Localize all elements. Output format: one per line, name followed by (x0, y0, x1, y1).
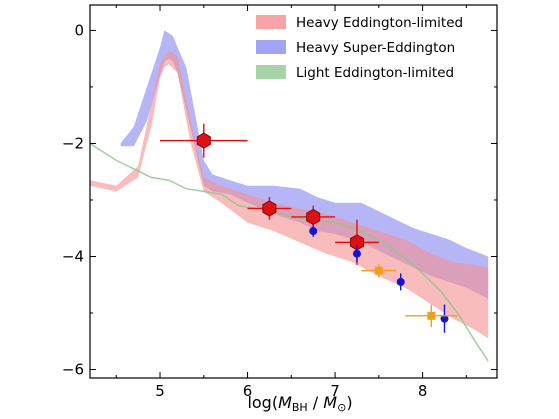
square-marker (374, 266, 383, 275)
x-axis-label-close: ) (346, 393, 352, 412)
observation-red-hexagons-0 (160, 123, 248, 158)
dot-marker (309, 227, 318, 236)
ticks-layer: 5 6 7 8 0 −2 −4 −6 (62, 5, 497, 400)
y-tick-label: −2 (62, 134, 84, 152)
observation-red-hexagons-3 (335, 219, 379, 265)
x-axis-label-m1: M (278, 393, 292, 412)
x-axis-label: log(MBH / M⊙) (247, 393, 352, 414)
y-tick-label: 0 (74, 21, 84, 39)
hexagon-marker (196, 132, 211, 149)
x-axis-label-log: log( (247, 393, 278, 412)
observation-orange-squares-9 (405, 304, 458, 328)
hexagon-marker (262, 200, 277, 217)
x-axis-label-sub2: ⊙ (337, 401, 346, 414)
x-tick-label: 7 (330, 382, 340, 400)
square-marker (427, 311, 436, 320)
observation-blue-dots-7 (440, 304, 449, 333)
x-axis-label-sub1: BH (292, 401, 308, 414)
observations-layer (160, 123, 458, 333)
dot-marker (352, 249, 361, 258)
observation-orange-squares-8 (361, 263, 397, 278)
legend: Heavy Eddington-limited Heavy Super-Eddin… (256, 15, 463, 81)
x-tick-label: 5 (155, 382, 165, 400)
observation-blue-dots-5 (352, 245, 361, 263)
legend-swatch-heavy-eddington-limited (256, 15, 286, 29)
observation-blue-dots-6 (396, 273, 405, 291)
x-axis-label-sep: / (308, 393, 324, 412)
observation-red-hexagons-2 (291, 205, 336, 229)
plot-frame (89, 4, 498, 379)
hexagon-marker (306, 208, 321, 225)
y-tick-label: −4 (62, 247, 84, 265)
x-tick-label: 6 (243, 382, 253, 400)
bands-layer (90, 30, 489, 339)
band-heavy-super-eddington (120, 30, 489, 299)
band-heavy-eddington-limited (90, 50, 489, 339)
dot-marker (396, 277, 405, 286)
legend-swatch-heavy-super-eddington (256, 40, 286, 54)
dot-marker (440, 314, 449, 323)
legend-label-heavy-eddington-limited: Heavy Eddington-limited (296, 15, 463, 31)
x-tick-label: 8 (418, 382, 428, 400)
x-axis-label-m2: M (323, 393, 337, 412)
legend-swatch-light-eddington-limited (256, 65, 286, 79)
legend-label-heavy-super-eddington: Heavy Super-Eddington (296, 40, 455, 56)
y-tick-label: −6 (62, 361, 84, 379)
observation-blue-dots-4 (309, 225, 318, 237)
observation-red-hexagons-1 (247, 197, 292, 220)
legend-label-light-eddington-limited: Light Eddington-limited (296, 65, 454, 81)
